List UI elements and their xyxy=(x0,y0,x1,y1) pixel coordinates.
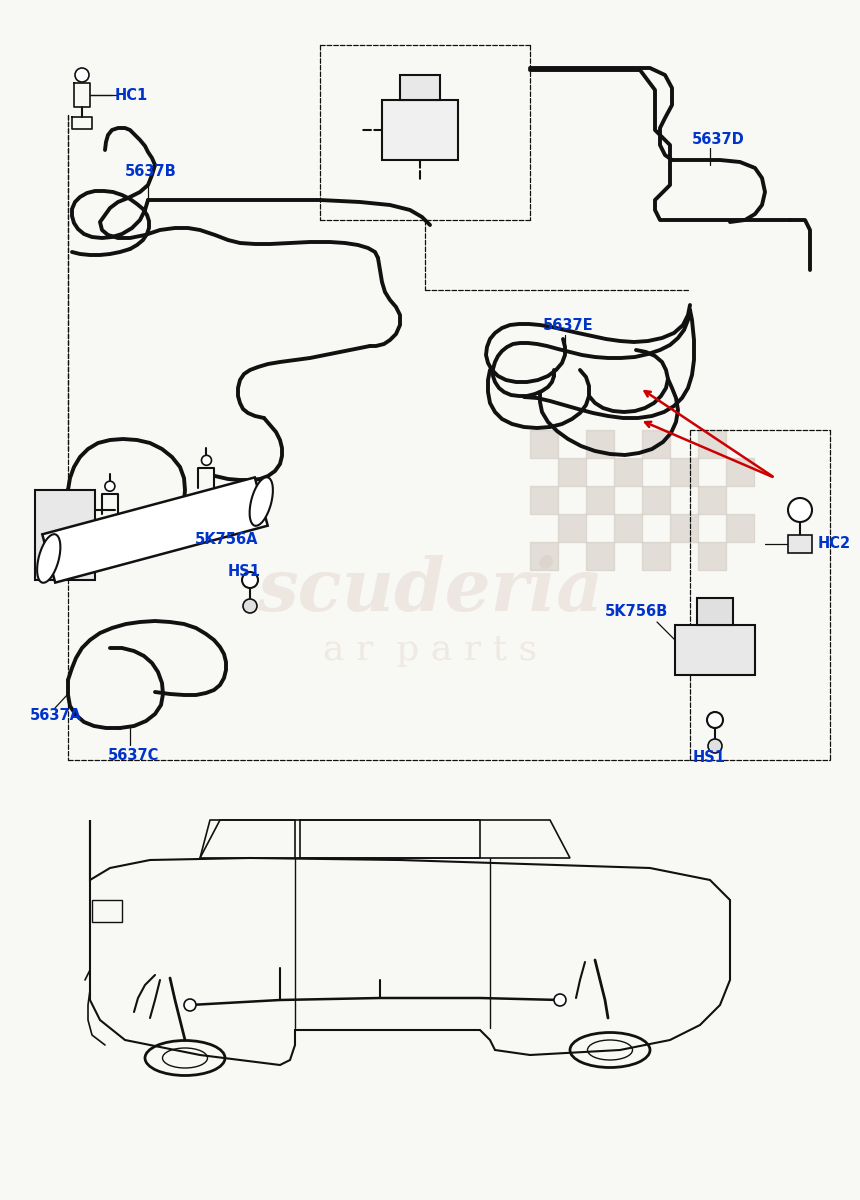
Circle shape xyxy=(554,994,566,1006)
Bar xyxy=(788,535,812,553)
Text: 5K756B: 5K756B xyxy=(605,605,668,619)
Text: 5637A: 5637A xyxy=(30,708,82,722)
Bar xyxy=(614,458,642,486)
Text: 5637C: 5637C xyxy=(108,748,159,762)
Circle shape xyxy=(105,481,115,491)
Bar xyxy=(642,486,670,514)
Ellipse shape xyxy=(249,478,273,526)
Text: scuderia: scuderia xyxy=(257,554,603,625)
Text: HS1: HS1 xyxy=(693,750,726,766)
Bar xyxy=(697,598,733,625)
Bar xyxy=(586,430,614,458)
Polygon shape xyxy=(42,478,267,583)
Bar xyxy=(558,514,586,542)
Bar xyxy=(586,486,614,514)
Bar xyxy=(530,430,558,458)
Bar xyxy=(726,514,754,542)
Circle shape xyxy=(243,599,257,613)
Circle shape xyxy=(201,455,212,466)
Bar xyxy=(698,542,726,570)
Bar xyxy=(698,430,726,458)
Circle shape xyxy=(708,739,722,754)
Bar xyxy=(530,542,558,570)
Text: 5K756A: 5K756A xyxy=(195,533,259,547)
Bar xyxy=(35,490,95,580)
Bar xyxy=(726,458,754,486)
Text: 5637E: 5637E xyxy=(543,318,593,332)
Circle shape xyxy=(788,498,812,522)
Bar xyxy=(586,542,614,570)
Bar xyxy=(642,542,670,570)
Text: a r  p a r t s: a r p a r t s xyxy=(323,634,537,667)
Text: 5637D: 5637D xyxy=(692,132,745,148)
Bar xyxy=(382,100,458,160)
Bar xyxy=(530,486,558,514)
Circle shape xyxy=(242,572,258,588)
Circle shape xyxy=(184,998,196,1010)
Bar xyxy=(670,458,698,486)
Bar xyxy=(642,430,670,458)
Bar xyxy=(400,74,440,100)
Text: HC1: HC1 xyxy=(115,88,148,102)
Text: HS1: HS1 xyxy=(228,564,261,580)
Bar xyxy=(92,900,122,922)
Circle shape xyxy=(75,68,89,82)
Bar xyxy=(675,625,755,674)
Text: HC2: HC2 xyxy=(818,536,851,552)
Bar xyxy=(558,458,586,486)
Bar xyxy=(614,514,642,542)
Circle shape xyxy=(707,712,723,728)
Ellipse shape xyxy=(37,534,60,583)
Text: 5637B: 5637B xyxy=(125,164,177,180)
Bar xyxy=(698,486,726,514)
Bar xyxy=(670,514,698,542)
